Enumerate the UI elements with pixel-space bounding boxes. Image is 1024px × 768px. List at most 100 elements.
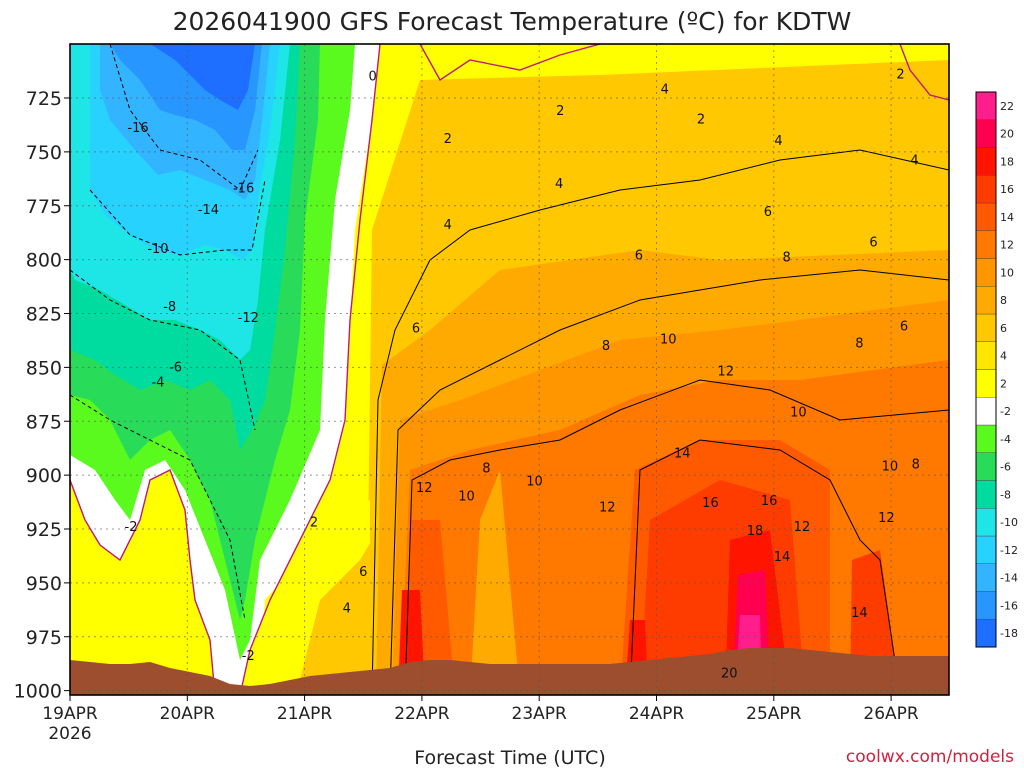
colorbar-swatch <box>975 563 997 592</box>
contour-cold-line-d <box>109 44 259 191</box>
colorbar-swatch <box>975 535 997 564</box>
contour-warm-line-a <box>371 149 949 695</box>
contour-label: -16 <box>127 121 148 136</box>
contour-label: 8 <box>912 457 920 472</box>
contour-label: 6 <box>869 235 877 250</box>
colorbar-swatch <box>975 480 997 509</box>
contour-label: 4 <box>661 82 669 97</box>
colorbar-swatch <box>975 119 997 148</box>
contour-label: 6 <box>900 319 908 334</box>
colorbar-swatch <box>975 452 997 481</box>
contour-label: 0 <box>368 69 376 84</box>
contour-label: 2 <box>697 113 705 128</box>
contour-label: 14 <box>851 606 868 621</box>
contour-label: 12 <box>878 511 895 526</box>
contour-label: 4 <box>910 153 918 168</box>
chart-title: 2026041900 GFS Forecast Temperature (ºC)… <box>173 7 852 36</box>
y-axis-tick-label: 725 <box>26 88 62 110</box>
colorbar-swatch <box>975 286 997 315</box>
colorbar-swatch <box>975 175 997 204</box>
fill-band-warm-12-b <box>470 470 520 695</box>
colorbar-swatch <box>975 230 997 259</box>
contour-warm-line-d <box>629 439 901 695</box>
contour-label: -14 <box>198 203 219 218</box>
colorbar-tick-label: 4 <box>1000 350 1007 363</box>
contour-label: 10 <box>458 490 475 505</box>
y-axis-tick-label: 975 <box>26 627 62 649</box>
contour-label: -2 <box>125 520 138 535</box>
contour-label: -12 <box>238 311 259 326</box>
colorbar-swatch <box>975 313 997 342</box>
x-axis: 19APR 20APR 21APR 22APR 23APR 24APR 25APR 26APR <box>42 695 919 724</box>
colorbar-tick-label: 10 <box>1000 266 1014 279</box>
contour-zero-line-topright <box>899 44 949 101</box>
contour-label: 14 <box>774 550 791 565</box>
y-axis-tick-label: 850 <box>26 357 62 379</box>
colorbar-tick-label: 2 <box>1000 377 1007 390</box>
contour-label: 6 <box>635 248 643 263</box>
colorbar-tick-label: 6 <box>1000 322 1007 335</box>
x-axis-tick-label: 25APR <box>746 704 802 724</box>
contour-label: 8 <box>482 462 490 477</box>
y-axis-tick-label: 825 <box>26 304 62 326</box>
colorbar-tick-label: -8 <box>1000 488 1011 501</box>
x-axis-tick-label: 19APR <box>42 704 98 724</box>
colorbar-tick-label: 8 <box>1000 294 1007 307</box>
contour-zero-line-top <box>419 44 601 82</box>
y-axis-tick-label: 900 <box>26 465 62 487</box>
colorbar-frame <box>975 91 997 648</box>
x-axis-tick-label: 23APR <box>512 704 568 724</box>
contour-label: 12 <box>416 481 433 496</box>
contour-label: 10 <box>790 406 807 421</box>
y-axis-tick-label: 800 <box>26 250 62 272</box>
colorbar-swatch <box>975 424 997 453</box>
contour-label: 2 <box>310 516 318 531</box>
contour-label: 4 <box>444 218 452 233</box>
plot-frame <box>69 43 950 696</box>
y-axis-tick-label: 750 <box>26 142 62 164</box>
y-axis-tick-label: 950 <box>26 573 62 595</box>
colorbar-swatch <box>975 508 997 537</box>
colorbar-swatch <box>975 258 997 287</box>
source-credit: coolwx.com/models <box>846 747 1014 767</box>
contour-label: 2 <box>444 132 452 147</box>
contour-label: 8 <box>602 339 610 354</box>
colorbar-tick-label: -18 <box>1000 627 1018 640</box>
colorbar-swatch <box>975 147 997 176</box>
colorbar-tick-label: 12 <box>1000 239 1014 252</box>
contour-label: 10 <box>526 475 543 490</box>
y-axis-tick-label: 1000 <box>14 681 62 703</box>
colorbar-tick-label: -16 <box>1000 599 1018 612</box>
contour-cold-line-c <box>89 179 266 256</box>
x-axis-tick-label: 26APR <box>863 704 919 724</box>
contour-label: 12 <box>717 365 734 380</box>
contour-cold-line-b <box>70 269 256 431</box>
contour-label: -16 <box>233 182 254 197</box>
colorbar-tick-label: 22 <box>1000 100 1014 113</box>
contour-label: 4 <box>555 177 563 192</box>
y-axis-tick-label: 925 <box>26 519 62 541</box>
contour-label: 6 <box>359 565 367 580</box>
x-axis-title: Forecast Time (UTC) <box>414 747 605 768</box>
x-axis-tick-label: 22APR <box>394 704 450 724</box>
contour-zero-line-east <box>239 44 381 695</box>
contour-label: 4 <box>343 602 351 617</box>
contour-label: 4 <box>774 134 782 149</box>
contour-warm-line-c <box>404 379 949 695</box>
contour-cold-line-a <box>70 394 246 621</box>
contour-label: 16 <box>702 496 719 511</box>
contour-label: 10 <box>882 460 899 475</box>
colorbar-tick-label: -6 <box>1000 461 1011 474</box>
contour-label: 2 <box>896 67 904 82</box>
colorbar-tick-label: 18 <box>1000 155 1014 168</box>
colorbar: -18 -16 -14 -12 -10 -8 -6 -4 -2 2 4 6 8 10 12 14 16 18 20 2… <box>975 91 1018 648</box>
y-axis-tick-label: 775 <box>26 196 62 218</box>
grid-lines <box>70 44 949 695</box>
contour-label: 16 <box>761 494 778 509</box>
colorbar-tick-label: 16 <box>1000 183 1014 196</box>
contour-label: 20 <box>721 666 738 681</box>
y-axis: 725 750 775 800 825 850 875 900 925 950 975 1000 <box>14 88 70 703</box>
contour-label: 10 <box>660 332 677 347</box>
contour-label: -4 <box>151 375 164 390</box>
